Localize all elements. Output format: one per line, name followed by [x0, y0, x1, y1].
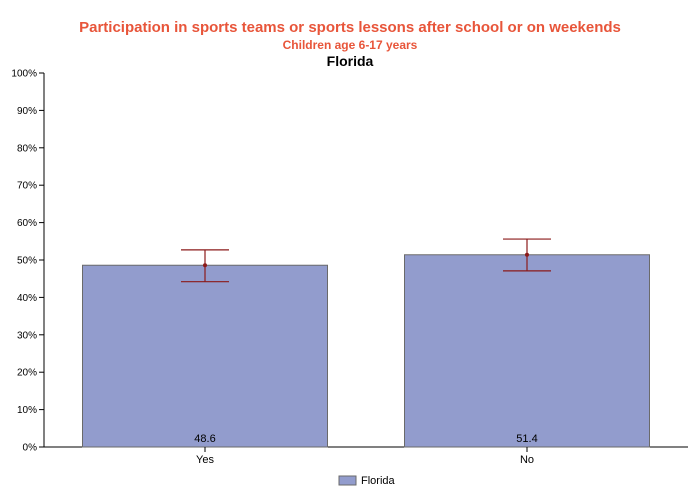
point-no	[525, 252, 529, 257]
y-tick-label: 10%	[17, 405, 37, 416]
title-block: Participation in sports teams or sports …	[0, 18, 700, 70]
chart-title: Participation in sports teams or sports …	[79, 19, 621, 36]
bar-yes	[82, 264, 328, 448]
y-tick-label: 20%	[17, 368, 37, 379]
y-tick-label: 50%	[17, 256, 37, 267]
y-tick-label: 0%	[23, 443, 38, 454]
x-tick-label-yes: Yes	[196, 454, 214, 466]
y-tick-label: 60%	[17, 218, 37, 229]
state-label: Florida	[326, 53, 374, 69]
y-tick-label: 90%	[17, 106, 37, 117]
y-tick-label: 40%	[17, 293, 37, 304]
data-label-no: 51.4	[516, 433, 537, 445]
y-tick-label: 30%	[17, 330, 37, 341]
bar-no	[404, 254, 650, 448]
y-tick-label: 80%	[17, 143, 37, 154]
data-label-yes: 48.6	[194, 433, 215, 445]
legend-swatch	[338, 475, 357, 486]
y-tick-label: 100%	[11, 69, 37, 80]
y-tick-label: 70%	[17, 181, 37, 192]
point-yes	[203, 263, 207, 268]
chart-subtitle: Children age 6-17 years	[282, 38, 418, 52]
legend-label: Florida	[361, 475, 396, 487]
x-tick-label-no: No	[520, 454, 534, 466]
